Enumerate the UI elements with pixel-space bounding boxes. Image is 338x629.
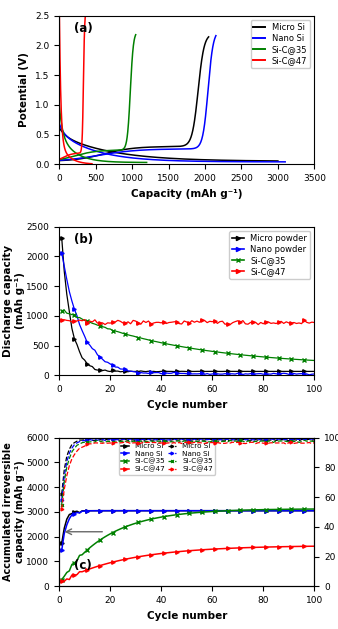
Y-axis label: Potential (V): Potential (V) [20,53,29,128]
Text: (c): (c) [74,559,92,572]
X-axis label: Cycle number: Cycle number [147,399,227,409]
Legend: Micro Si, Nano Si, Si-C@35, Si-C@47, Micro Si, Nano Si, Si-C@35, Si-C@47: Micro Si, Nano Si, Si-C@35, Si-C@47, Mic… [119,442,215,475]
Y-axis label: Discharge capacity
(mAh g⁻¹): Discharge capacity (mAh g⁻¹) [3,245,25,357]
X-axis label: Cycle number: Cycle number [147,611,227,620]
Text: (b): (b) [74,233,94,246]
X-axis label: Capacity (mAh g⁻¹): Capacity (mAh g⁻¹) [131,189,242,199]
Text: (a): (a) [74,21,93,35]
Legend: Micro powder, Nano powder, Si-C@35, Si-C@47: Micro powder, Nano powder, Si-C@35, Si-C… [229,231,310,279]
Legend: Micro Si, Nano Si, Si-C@35, Si-C@47: Micro Si, Nano Si, Si-C@35, Si-C@47 [250,20,310,68]
Y-axis label: Accumulated irreversible
capacity (mAh g⁻¹): Accumulated irreversible capacity (mAh g… [3,443,25,581]
